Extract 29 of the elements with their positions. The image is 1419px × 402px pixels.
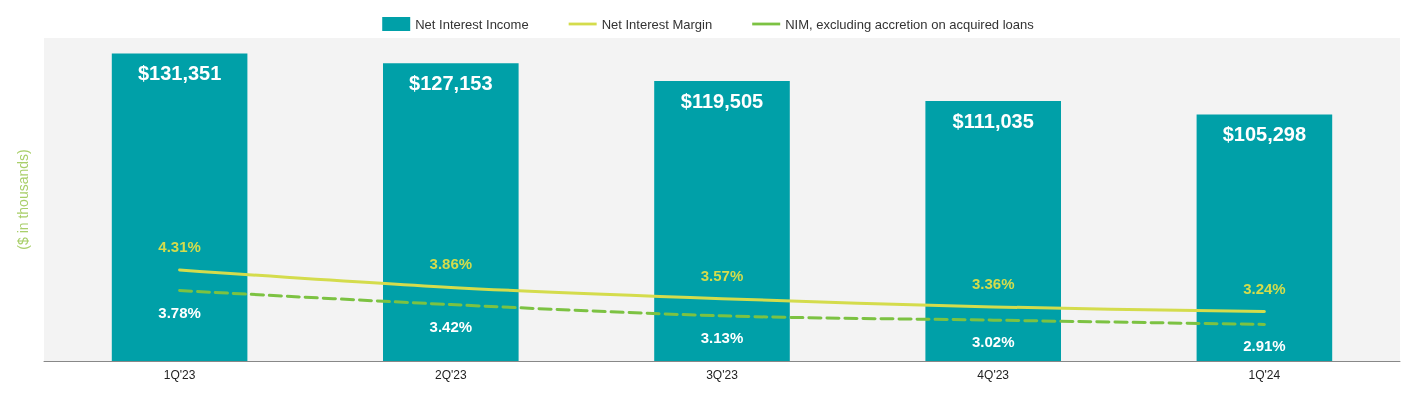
data-label: 3.86% bbox=[429, 255, 473, 273]
data-label: $127,153 bbox=[409, 72, 493, 95]
data-label: 3.24% bbox=[1243, 279, 1286, 297]
data-label: 3.57% bbox=[700, 266, 744, 284]
legend-label: Net Interest Margin bbox=[601, 16, 713, 32]
data-label: 3.42% bbox=[429, 317, 473, 335]
legend-label: Net Interest Income bbox=[415, 16, 529, 32]
data-label: $111,035 bbox=[952, 109, 1034, 132]
data-label: 2.91% bbox=[1243, 337, 1286, 355]
data-label: 3.02% bbox=[971, 333, 1015, 351]
data-label: $119,505 bbox=[680, 90, 764, 113]
x-tick-label: 1Q'23 bbox=[163, 368, 196, 382]
bar bbox=[383, 63, 519, 361]
x-tick-label: 4Q'23 bbox=[977, 368, 1010, 382]
x-tick-label: 2Q'23 bbox=[434, 368, 467, 382]
data-label: $105,298 bbox=[1222, 123, 1307, 146]
x-tick-label: 1Q'24 bbox=[1248, 368, 1281, 382]
y-axis-title: ($ in thousands) bbox=[15, 149, 31, 250]
legend-label: NIM, excluding accretion on acquired loans bbox=[785, 16, 1035, 32]
bar bbox=[1196, 114, 1333, 361]
data-label: 3.13% bbox=[700, 328, 744, 346]
x-tick-label: 3Q'23 bbox=[706, 368, 739, 382]
data-label: 3.78% bbox=[158, 303, 201, 321]
bar bbox=[925, 100, 1061, 361]
data-label: 4.31% bbox=[158, 237, 201, 255]
bar bbox=[654, 81, 790, 361]
bar bbox=[111, 53, 248, 361]
data-label: 3.36% bbox=[971, 274, 1015, 292]
data-label: $131,351 bbox=[137, 62, 222, 85]
